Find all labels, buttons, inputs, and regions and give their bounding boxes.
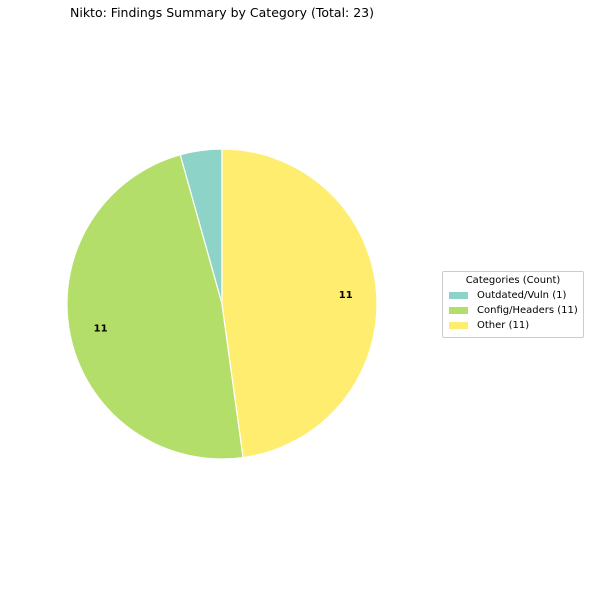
legend-swatch [449,322,468,329]
legend-label: Other (11) [477,320,530,331]
legend: Categories (Count) Outdated/Vuln (1) Con… [442,271,584,338]
legend-swatch [449,307,468,314]
pie-slice-other [221,148,378,459]
legend-label: Config/Headers (11) [477,305,578,316]
pie-data-label: 11 [94,324,108,335]
pie-slice-config-headers [66,154,244,460]
legend-items: Outdated/Vuln (1) Config/Headers (11) Ot… [443,288,583,333]
legend-item-config-headers: Config/Headers (11) [443,303,583,318]
legend-label: Outdated/Vuln (1) [477,290,567,301]
pie-data-label: 11 [339,290,353,301]
legend-item-other: Other (11) [443,318,583,333]
pie-slices [66,148,378,460]
pie-data-labels: 11 11 [94,290,353,335]
legend-item-outdated-vuln: Outdated/Vuln (1) [443,288,583,303]
legend-swatch [449,292,468,299]
legend-title: Categories (Count) [465,275,561,286]
chart-title: Nikto: Findings Summary by Category (Tot… [70,5,375,20]
